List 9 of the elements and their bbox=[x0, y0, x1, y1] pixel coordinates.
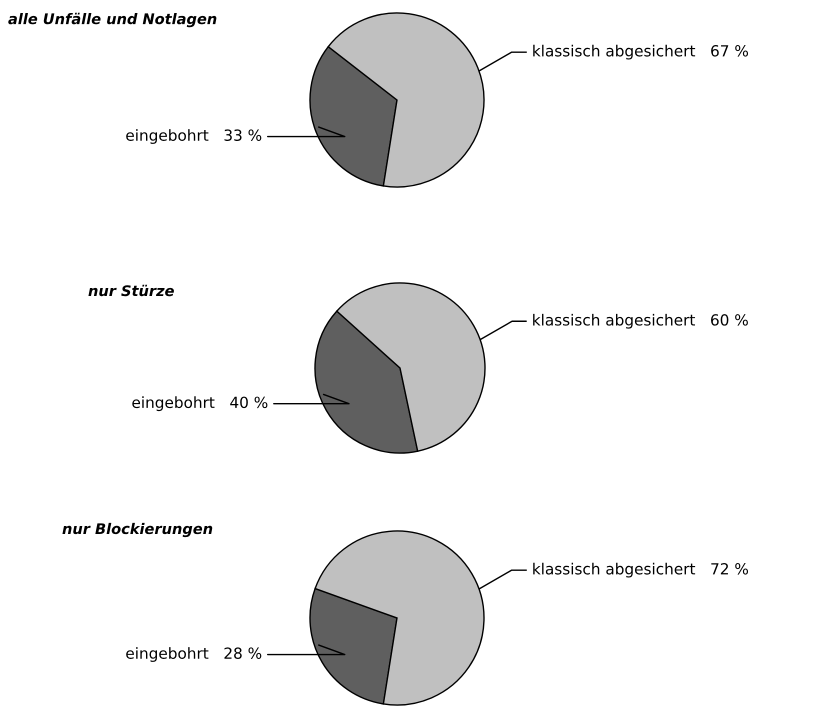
slice-label: eingebohrt 28 % bbox=[126, 647, 262, 662]
slice-label: klassisch abgesichert 60 % bbox=[533, 314, 748, 329]
chart-title: nur Stürze bbox=[88, 284, 174, 296]
chart-title: nur Blockierungen bbox=[62, 522, 212, 538]
slice-label: eingebohrt 40 % bbox=[132, 396, 268, 412]
slice-label: klassisch abgesichert 72 % bbox=[533, 562, 748, 578]
slice-label: klassisch abgesichert 67 % bbox=[533, 44, 748, 60]
chart-title: alle Unfälle und Notlagen bbox=[8, 12, 216, 28]
slice-label: eingebohrt 33 % bbox=[126, 129, 262, 144]
